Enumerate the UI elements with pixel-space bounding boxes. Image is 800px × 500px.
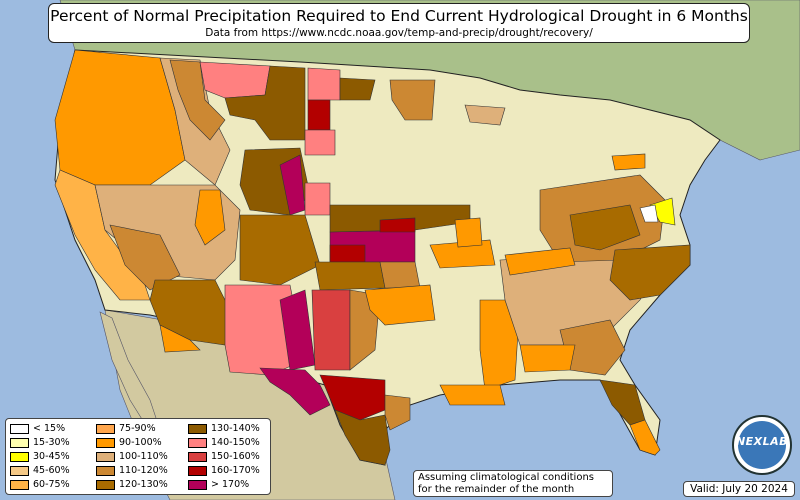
legend-label: 120-130%	[119, 479, 168, 490]
legend-label: 100-110%	[119, 451, 168, 462]
map-subtitle: Data from https://www.ncdc.noaa.gov/temp…	[205, 27, 593, 39]
legend-item: 150-160%	[188, 451, 260, 463]
region-delaware	[639, 204, 659, 223]
region-sd-west	[304, 129, 336, 156]
globe-icon	[738, 421, 786, 469]
legend-swatch	[96, 479, 115, 490]
legend-label: 140-150%	[211, 437, 260, 448]
legend-swatch	[96, 437, 115, 448]
region-colorado	[239, 214, 321, 286]
legend-label: 15-30%	[33, 437, 70, 448]
region-oklahoma	[314, 261, 386, 291]
region-tx-hill	[319, 374, 386, 421]
region-louisiana	[439, 384, 506, 406]
legend-swatch	[10, 479, 29, 490]
region-utah-east	[194, 189, 226, 246]
region-appalachia	[569, 204, 641, 251]
legend-item: 60-75%	[10, 479, 70, 491]
legend-item: < 15%	[10, 423, 65, 435]
legend-label: > 170%	[211, 479, 250, 490]
region-ok-east	[379, 261, 421, 289]
climatology-note: Assuming climatological conditions for t…	[413, 470, 613, 497]
legend-swatch	[10, 451, 29, 462]
legend-swatch	[96, 465, 115, 476]
region-michigan	[464, 104, 506, 126]
region-arizona-south	[159, 324, 201, 353]
legend-label: 30-45%	[33, 451, 70, 462]
note-line-1: Assuming climatological conditions	[418, 472, 594, 483]
region-pennsylvania	[611, 153, 646, 171]
region-carolinas	[609, 244, 691, 301]
legend-label: 110-120%	[119, 465, 168, 476]
legend-swatch	[96, 451, 115, 462]
region-tx-south	[334, 409, 391, 466]
legend: < 15% 15-30% 30-45% 45-60% 60-75% 75-90%…	[5, 418, 271, 495]
legend-item: 110-120%	[96, 465, 168, 477]
region-ky-tn	[504, 247, 576, 276]
region-e-montana	[224, 65, 306, 141]
legend-label: 60-75%	[33, 479, 70, 490]
region-tx-panhandle	[311, 289, 351, 371]
legend-item: 15-30%	[10, 437, 70, 449]
legend-item: 120-130%	[96, 479, 168, 491]
region-gulf-coast	[519, 344, 576, 373]
legend-label: < 15%	[33, 423, 66, 434]
region-ne-east	[379, 217, 416, 233]
region-florida-south	[629, 419, 661, 456]
region-nd-west	[307, 67, 341, 101]
legend-item: > 170%	[188, 479, 249, 491]
region-nd-south	[307, 99, 331, 131]
legend-item: 90-100%	[96, 437, 162, 449]
legend-item: 160-170%	[188, 465, 260, 477]
legend-item: 75-90%	[96, 423, 156, 435]
region-nebraska-west	[304, 182, 331, 216]
region-tx-west	[259, 367, 331, 416]
legend-swatch	[188, 479, 207, 490]
region-minnesota	[389, 79, 436, 121]
legend-item: 140-150%	[188, 437, 260, 449]
legend-item: 130-140%	[188, 423, 260, 435]
region-arkansas	[364, 284, 436, 326]
legend-label: 45-60%	[33, 465, 70, 476]
region-arizona	[149, 279, 231, 346]
valid-date: Valid: July 20 2024	[683, 481, 795, 497]
legend-label: 150-160%	[211, 451, 260, 462]
legend-label: 130-140%	[211, 423, 260, 434]
legend-swatch	[10, 437, 29, 448]
map-title: Percent of Normal Precipitation Required…	[50, 7, 748, 25]
region-kansas-inner	[329, 244, 366, 263]
region-nd-east	[339, 77, 376, 101]
legend-swatch	[188, 437, 207, 448]
note-line-2: for the remainder of the month	[418, 484, 575, 495]
legend-label: 75-90%	[119, 423, 156, 434]
region-nebraska	[329, 204, 471, 233]
legend-item: 30-45%	[10, 451, 70, 463]
legend-label: 90-100%	[119, 437, 162, 448]
legend-label: 160-170%	[211, 465, 260, 476]
title-box: Percent of Normal Precipitation Required…	[48, 3, 750, 43]
legend-swatch	[188, 465, 207, 476]
logo-text: NEXLAB	[735, 435, 789, 448]
legend-swatch	[188, 451, 207, 462]
legend-swatch	[188, 423, 207, 434]
nexlab-logo: NEXLAB	[732, 415, 792, 475]
legend-item: 100-110%	[96, 451, 168, 463]
legend-item: 45-60%	[10, 465, 70, 477]
legend-swatch	[10, 423, 29, 434]
region-tx-coast	[384, 394, 411, 431]
legend-swatch	[96, 423, 115, 434]
legend-swatch	[10, 465, 29, 476]
region-iowa	[454, 217, 483, 248]
